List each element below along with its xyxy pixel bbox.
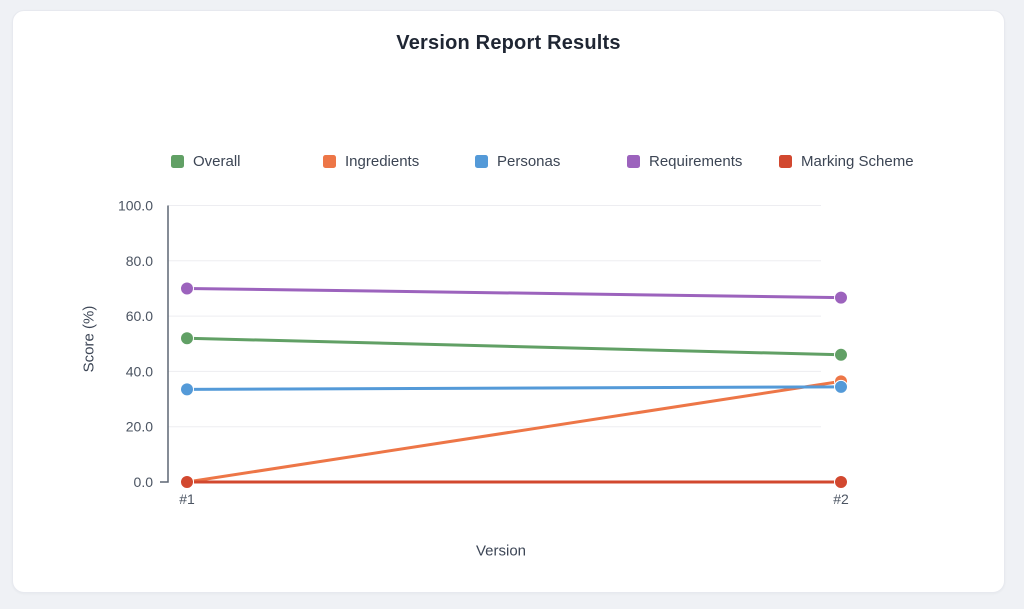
series-line-personas	[185, 385, 843, 391]
report-card: Version Report Results Overall Ingredient…	[12, 10, 1005, 593]
legend-swatch-icon	[171, 155, 184, 168]
legend-item-marking-scheme[interactable]: Marking Scheme	[779, 153, 931, 170]
legend-swatch-icon	[475, 155, 488, 168]
y-tick-label: 40.0	[126, 363, 153, 379]
data-point-marking-scheme-#1[interactable]	[180, 475, 194, 489]
y-tick-label: 80.0	[126, 253, 153, 269]
legend-swatch-icon	[779, 155, 792, 168]
y-tick-label: 60.0	[126, 308, 153, 324]
x-tick-label: #2	[833, 491, 849, 507]
data-point-marking-scheme-#2[interactable]	[834, 475, 848, 489]
data-point-requirements-#1[interactable]	[180, 281, 194, 296]
legend-swatch-icon	[323, 155, 336, 168]
legend-label: Personas	[497, 153, 561, 170]
data-point-requirements-#2[interactable]	[834, 290, 848, 305]
series-line-requirements	[185, 286, 843, 300]
legend-label: Marking Scheme	[801, 153, 914, 170]
y-axis-title: Score (%)	[80, 305, 98, 373]
series-line-overall	[185, 336, 843, 357]
legend-item-ingredients[interactable]: Ingredients	[323, 153, 475, 170]
data-point-overall-#2[interactable]	[834, 347, 848, 362]
series-line-ingredients	[185, 379, 843, 484]
x-tick-label: #1	[179, 491, 195, 507]
y-tick-label: 100.0	[118, 198, 153, 214]
y-tick-label: 20.0	[126, 419, 153, 435]
y-axis-line	[160, 205, 169, 483]
data-point-personas-#2[interactable]	[834, 379, 848, 394]
x-axis-title: Version	[475, 542, 527, 560]
chart-title: Version Report Results	[396, 32, 621, 54]
legend-item-personas[interactable]: Personas	[475, 153, 627, 170]
legend-swatch-icon	[627, 155, 640, 168]
legend-item-requirements[interactable]: Requirements	[627, 153, 779, 170]
data-point-overall-#1[interactable]	[180, 331, 194, 346]
data-point-personas-#1[interactable]	[180, 382, 194, 397]
legend-label: Requirements	[649, 153, 743, 170]
line-chart: 0.0 20.0 40.0 60.0 80.0 100.0 #1 #2	[118, 198, 849, 508]
y-tick-label: 0.0	[134, 474, 154, 490]
legend-label: Overall	[193, 153, 241, 170]
legend-label: Ingredients	[345, 153, 420, 170]
legend-item-overall[interactable]: Overall	[171, 153, 323, 170]
chart-legend: Overall Ingredients Personas Requirements Ma…	[171, 153, 931, 170]
